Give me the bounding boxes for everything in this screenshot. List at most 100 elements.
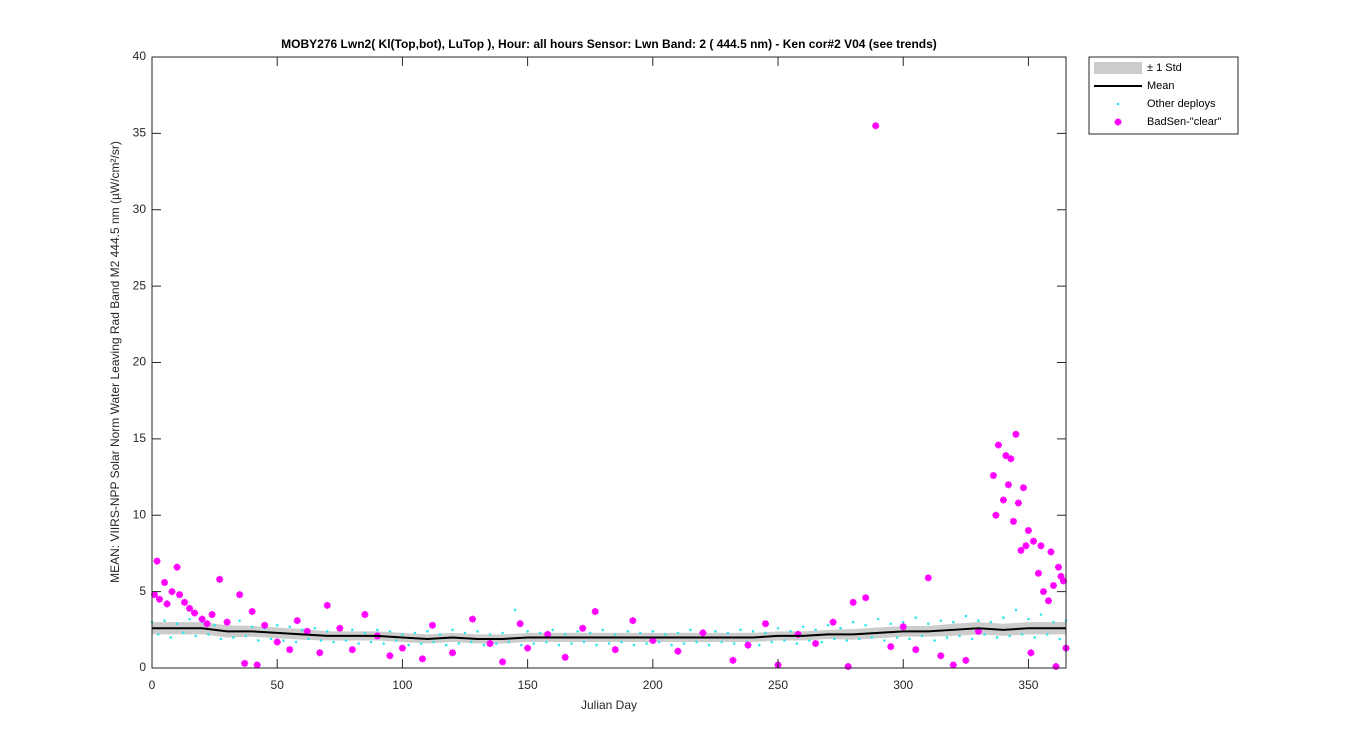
badsen-point: [591, 607, 599, 615]
deploy-point: [1002, 616, 1005, 619]
badsen-point: [1060, 577, 1067, 585]
badsen-point: [241, 659, 249, 667]
deploy-point: [607, 642, 611, 645]
deploy-point: [344, 639, 348, 642]
deploy-point: [357, 642, 360, 645]
deploy-point: [269, 637, 273, 641]
deploy-point: [945, 636, 949, 639]
deploy-point: [188, 617, 191, 621]
badsen-point: [236, 591, 244, 599]
badsen-point: [649, 637, 657, 645]
badsen-point: [524, 644, 532, 652]
legend-swatch: [1114, 118, 1122, 126]
badsen-point: [516, 620, 524, 628]
x-tick-label: 200: [643, 678, 663, 692]
deploy-point: [952, 620, 955, 624]
deploy-point: [933, 639, 936, 642]
deploy-point: [989, 620, 993, 624]
badsen-point: [163, 600, 171, 608]
badsen-point: [181, 598, 189, 606]
badsen-point: [924, 574, 932, 582]
badsen-point: [1002, 452, 1010, 460]
deploy-point: [213, 623, 216, 627]
deploy-point: [376, 628, 379, 632]
chart-title: MOBY276 Lwn2( Kl(Top,bot), LuTop ), Hour…: [281, 37, 937, 51]
y-tick-label: 10: [133, 507, 147, 521]
deploy-point: [689, 628, 692, 632]
deploy-point: [332, 640, 335, 644]
deploy-point: [839, 626, 842, 630]
deploy-point: [645, 642, 648, 645]
y-axis-label: MEAN: VIIRS-NPP Solar Norm Water Leaving…: [108, 141, 122, 583]
deploy-point: [726, 631, 730, 635]
badsen-point: [674, 647, 682, 655]
deploy-point: [595, 643, 598, 647]
deploy-point: [501, 631, 504, 635]
x-axis-label: Julian Day: [581, 698, 637, 712]
badsen-point: [611, 646, 619, 654]
legend-label: BadSen-"clear": [1147, 116, 1222, 128]
deploy-point: [1008, 634, 1011, 638]
badsen-point: [1039, 588, 1047, 596]
y-tick-label: 0: [139, 660, 146, 674]
deploy-point: [914, 616, 918, 619]
deploy-point: [275, 623, 279, 627]
deploy-point: [676, 631, 680, 635]
deploy-point: [908, 637, 911, 641]
y-tick-label: 30: [133, 202, 147, 216]
deploy-point: [250, 625, 254, 629]
deploy-point: [801, 625, 805, 629]
y-tick-label: 5: [139, 584, 146, 598]
deploy-point: [588, 631, 592, 635]
badsen-point: [579, 624, 587, 632]
badsen-point: [253, 661, 261, 669]
badsen-point: [198, 615, 206, 623]
badsen-point: [629, 617, 637, 625]
deploy-point: [870, 636, 874, 639]
legend-swatch: [1116, 102, 1120, 106]
deploy-point: [826, 623, 830, 627]
badsen-point: [469, 615, 477, 623]
deploy-point: [964, 614, 968, 618]
deploy-point: [576, 630, 579, 633]
deploy-point: [776, 626, 780, 630]
deploy-point: [764, 631, 767, 635]
deploy-point: [626, 630, 630, 633]
deploy-point: [795, 642, 799, 645]
deploy-point: [920, 634, 924, 638]
deploy-point: [883, 639, 886, 642]
deploy-point: [1039, 613, 1043, 616]
x-tick-label: 350: [1018, 678, 1038, 692]
deploy-point: [995, 636, 999, 639]
badsen-point: [448, 649, 456, 657]
deploy-point: [394, 639, 398, 642]
x-tick-label: 150: [518, 678, 538, 692]
badsen-point: [872, 122, 880, 130]
deploy-point: [419, 642, 423, 645]
badsen-point: [1004, 481, 1012, 489]
badsen-point: [912, 646, 920, 654]
badsen-point: [486, 640, 494, 648]
badsen-point: [386, 652, 394, 660]
badsen-point: [303, 627, 311, 635]
deploy-point: [1052, 620, 1055, 624]
badsen-point: [949, 661, 957, 669]
badsen-point: [937, 652, 945, 660]
badsen-point: [173, 563, 181, 571]
badsen-point: [899, 623, 907, 631]
deploy-point: [770, 640, 774, 644]
deploy-point: [438, 633, 442, 636]
deploy-point: [782, 639, 786, 642]
deploy-point: [432, 640, 436, 644]
deploy-point: [325, 630, 329, 633]
badsen-point: [293, 617, 301, 625]
x-tick-label: 100: [392, 678, 412, 692]
deploy-point: [639, 631, 642, 635]
badsen-point: [153, 557, 161, 565]
deploy-point: [939, 619, 943, 622]
plot-area: [152, 57, 1066, 668]
badsen-point: [999, 496, 1007, 504]
badsen-point: [156, 595, 164, 603]
badsen-point: [762, 620, 770, 628]
badsen-point: [286, 646, 294, 654]
